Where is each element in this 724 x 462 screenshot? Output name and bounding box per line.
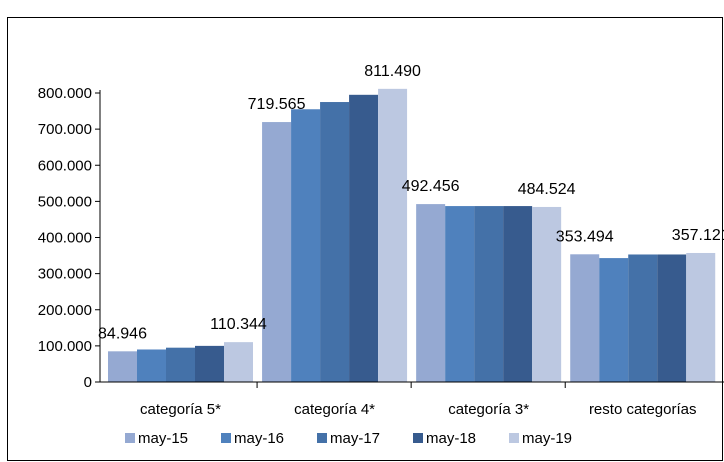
bars-layer <box>108 88 716 383</box>
legend-swatch <box>125 433 135 443</box>
bar-chart: 0 100.000 200.000 300.000 400.000 500.000 600.… <box>38 63 724 447</box>
data-label: 719.565 <box>248 96 306 113</box>
bar-3-may-17 <box>474 206 504 382</box>
category-label: resto categorías <box>589 401 697 418</box>
legend-label: may-19 <box>522 430 572 447</box>
bar-1-may-15 <box>108 351 137 382</box>
bar-2-may-15 <box>262 122 292 383</box>
legend-label: may-18 <box>426 430 476 447</box>
chart-frame: 0 100.000 200.000 300.000 400.000 500.000 600.… <box>7 17 724 461</box>
data-label: 353.494 <box>556 228 614 245</box>
bar-3-may-19 <box>532 206 562 382</box>
bar-3-may-16 <box>445 206 475 382</box>
axes-layer <box>95 90 724 388</box>
legend-label: may-15 <box>138 430 188 447</box>
legend-swatch <box>509 433 519 443</box>
bar-1-may-19 <box>224 342 253 382</box>
category-label: categoría 3* <box>448 401 529 418</box>
legend-label: may-16 <box>234 430 284 447</box>
bar-4-may-15 <box>570 254 600 382</box>
bar-2-may-18 <box>349 94 379 383</box>
data-label: 110.344 <box>210 316 267 333</box>
bar-2-may-19 <box>378 88 408 382</box>
bar-4-may-19 <box>686 252 716 382</box>
y-tick-label: 500.000 <box>38 193 92 210</box>
y-tick-label: 800.000 <box>38 85 92 102</box>
labels-layer: 0 100.000 200.000 300.000 400.000 500.000 600.… <box>38 63 724 418</box>
bar-3-may-15 <box>416 204 446 382</box>
y-tick-label: 700.000 <box>38 121 92 138</box>
y-tick-label: 200.000 <box>38 302 92 319</box>
category-label: categoría 5* <box>140 401 221 418</box>
legend: may-15 may-16 may-17 may-18 may-19 <box>125 430 572 447</box>
bar-1-may-18 <box>195 345 224 382</box>
data-label: 84.946 <box>98 325 147 342</box>
category-label: categoría 4* <box>294 401 375 418</box>
bar-3-may-18 <box>503 206 533 382</box>
bar-4-may-17 <box>628 254 658 382</box>
data-label: 492.456 <box>402 178 460 195</box>
data-label: 484.524 <box>518 181 576 198</box>
bar-4-may-16 <box>599 258 629 382</box>
y-tick-label: 600.000 <box>38 157 92 174</box>
data-label: 357.121 <box>672 227 724 244</box>
legend-swatch <box>413 433 423 443</box>
bar-1-may-17 <box>166 347 195 382</box>
bar-4-may-18 <box>657 254 687 382</box>
y-tick-label: 0 <box>84 374 92 391</box>
legend-label: may-17 <box>330 430 380 447</box>
legend-swatch <box>317 433 327 443</box>
bar-2-may-17 <box>320 102 350 382</box>
y-tick-label: 400.000 <box>38 230 92 247</box>
legend-swatch <box>221 433 231 443</box>
y-tick-label: 100.000 <box>38 338 92 355</box>
bar-1-may-16 <box>137 349 166 382</box>
data-label: 811.490 <box>364 63 421 80</box>
y-tick-label: 300.000 <box>38 266 92 283</box>
bar-2-may-16 <box>291 109 321 382</box>
